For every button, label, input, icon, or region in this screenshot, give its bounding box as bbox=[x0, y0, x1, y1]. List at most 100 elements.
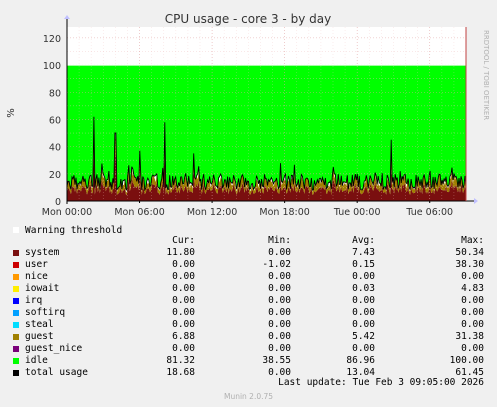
column-header-max: Max: bbox=[461, 235, 484, 246]
legend-value-avg: 0.03 bbox=[352, 283, 375, 294]
legend-value-cur: 0.00 bbox=[172, 343, 195, 354]
y-tick-label: 0 bbox=[55, 197, 61, 208]
legend-value-avg: 0.00 bbox=[352, 271, 375, 282]
legend-label: nice bbox=[25, 271, 48, 282]
legend-value-min: 0.00 bbox=[268, 295, 291, 306]
legend-value-max: 0.00 bbox=[461, 295, 484, 306]
legend-label: guest bbox=[25, 331, 54, 342]
legend-label: user bbox=[25, 259, 48, 270]
legend-value-min: 0.00 bbox=[268, 343, 291, 354]
legend-value-min: -1.02 bbox=[262, 259, 291, 270]
legend-swatch bbox=[13, 262, 19, 268]
x-tick-label: Tue 06:00 bbox=[405, 207, 453, 218]
legend-swatch bbox=[13, 298, 19, 304]
legend-swatch bbox=[13, 358, 19, 364]
legend-value-avg: 7.43 bbox=[352, 247, 375, 258]
legend-value-avg: 13.04 bbox=[346, 367, 375, 378]
legend-label: irq bbox=[25, 295, 43, 306]
legend-value-max: 38.30 bbox=[455, 259, 484, 270]
x-tick-label: Mon 00:00 bbox=[42, 207, 92, 218]
system-area bbox=[67, 152, 466, 201]
legend-value-min: 0.00 bbox=[268, 271, 291, 282]
legend-value-max: 4.83 bbox=[461, 283, 484, 294]
legend-value-avg: 5.42 bbox=[352, 331, 375, 342]
legend-value-max: 50.34 bbox=[455, 247, 484, 258]
legend-value-avg: 0.00 bbox=[352, 295, 375, 306]
legend-row-guest: guest 6.88 0.00 5.42 31.38 bbox=[0, 331, 497, 343]
legend-label: steal bbox=[25, 319, 54, 330]
legend-swatch bbox=[13, 346, 19, 352]
x-tick-label: Tue 00:00 bbox=[333, 207, 381, 218]
legend-value-max: 0.00 bbox=[461, 343, 484, 354]
legend-value-cur: 18.68 bbox=[166, 367, 195, 378]
legend-row-guest-nice: guest_nice 0.00 0.00 0.00 0.00 bbox=[0, 343, 497, 355]
legend-value-cur: 0.00 bbox=[172, 307, 195, 318]
legend-value-cur: 81.32 bbox=[166, 355, 195, 366]
legend-swatch bbox=[13, 334, 19, 340]
legend-label: idle bbox=[25, 355, 48, 366]
y-tick-label: 80 bbox=[49, 88, 61, 99]
legend-row-irq: irq 0.00 0.00 0.00 0.00 bbox=[0, 295, 497, 307]
legend-row-steal: steal 0.00 0.00 0.00 0.00 bbox=[0, 319, 497, 331]
legend-value-cur: 11.80 bbox=[166, 247, 195, 258]
legend-swatch bbox=[13, 370, 19, 376]
warning-threshold-legend: Warning threshold bbox=[13, 224, 122, 236]
column-header-min: Min: bbox=[268, 235, 291, 246]
legend-value-min: 0.00 bbox=[268, 307, 291, 318]
warning-threshold-swatch bbox=[13, 227, 19, 233]
legend-value-max: 100.00 bbox=[449, 355, 484, 366]
rrdtool-watermark: RRDTOOL / TOBI OETIKER bbox=[482, 30, 490, 120]
last-update: Last update: Tue Feb 3 09:05:00 2026 bbox=[278, 377, 484, 388]
x-tick-label: Mon 12:00 bbox=[187, 207, 237, 218]
legend-value-avg: 86.96 bbox=[346, 355, 375, 366]
legend-value-min: 0.00 bbox=[268, 247, 291, 258]
legend-value-min: 0.00 bbox=[268, 319, 291, 330]
legend-value-avg: 0.15 bbox=[352, 259, 375, 270]
x-tick-label: Mon 06:00 bbox=[114, 207, 164, 218]
legend-swatch bbox=[13, 322, 19, 328]
column-header-avg: Avg: bbox=[352, 235, 375, 246]
legend-swatch bbox=[13, 274, 19, 280]
legend-value-min: 38.55 bbox=[262, 355, 291, 366]
legend-value-max: 0.00 bbox=[461, 307, 484, 318]
y-tick-label: 40 bbox=[49, 143, 61, 154]
cpu-chart: CPU usage - core 3 - by day % RRDTOOL / … bbox=[6, 12, 490, 218]
legend-row-user: user 0.00 -1.02 0.15 38.30 bbox=[0, 259, 497, 271]
legend-value-cur: 0.00 bbox=[172, 319, 195, 330]
y-tick-label: 60 bbox=[49, 115, 61, 126]
legend-value-avg: 0.00 bbox=[352, 319, 375, 330]
legend-value-min: 0.00 bbox=[268, 283, 291, 294]
plot-area: 0 20 40 60 80 100 120 Mon 00:00 Mon 06:00 Mon 12:… bbox=[42, 15, 478, 218]
total-usage-line bbox=[66, 116, 467, 192]
legend-label: total usage bbox=[25, 367, 88, 378]
legend-value-max: 31.38 bbox=[455, 331, 484, 342]
legend-label: system bbox=[25, 247, 60, 258]
legend-swatch bbox=[13, 286, 19, 292]
chart-title: CPU usage - core 3 - by day bbox=[165, 12, 331, 26]
legend-row-system: system 11.80 0.00 7.43 50.34 bbox=[0, 247, 497, 259]
legend-swatch bbox=[13, 250, 19, 256]
idle-area bbox=[67, 65, 466, 191]
y-tick-label: 100 bbox=[43, 61, 61, 72]
legend-swatch bbox=[13, 310, 19, 316]
legend-value-min: 0.00 bbox=[268, 367, 291, 378]
legend-value-cur: 0.00 bbox=[172, 295, 195, 306]
y-tick-label: 120 bbox=[43, 34, 61, 45]
legend-row-idle: idle 81.32 38.55 86.96 100.00 bbox=[0, 355, 497, 367]
legend-value-avg: 0.00 bbox=[352, 343, 375, 354]
legend-label: softirq bbox=[25, 307, 66, 318]
warning-threshold-label: Warning threshold bbox=[25, 224, 123, 236]
legend-row-iowait: iowait 0.00 0.00 0.03 4.83 bbox=[0, 283, 497, 295]
legend-value-avg: 0.00 bbox=[352, 307, 375, 318]
legend-value-cur: 6.88 bbox=[172, 331, 195, 342]
legend-value-cur: 0.00 bbox=[172, 271, 195, 282]
legend-label: guest_nice bbox=[25, 343, 83, 354]
legend-value-cur: 0.00 bbox=[172, 283, 195, 294]
legend-row-softirq: softirq 0.00 0.00 0.00 0.00 bbox=[0, 307, 497, 319]
legend-value-max: 0.00 bbox=[461, 319, 484, 330]
x-tick-label: Mon 18:00 bbox=[259, 207, 309, 218]
legend-label: iowait bbox=[25, 283, 60, 294]
legend-value-cur: 0.00 bbox=[172, 259, 195, 270]
column-header-cur: Cur: bbox=[172, 235, 195, 246]
legend-row-total-usage: total usage 18.68 0.00 13.04 61.45 bbox=[0, 367, 497, 379]
